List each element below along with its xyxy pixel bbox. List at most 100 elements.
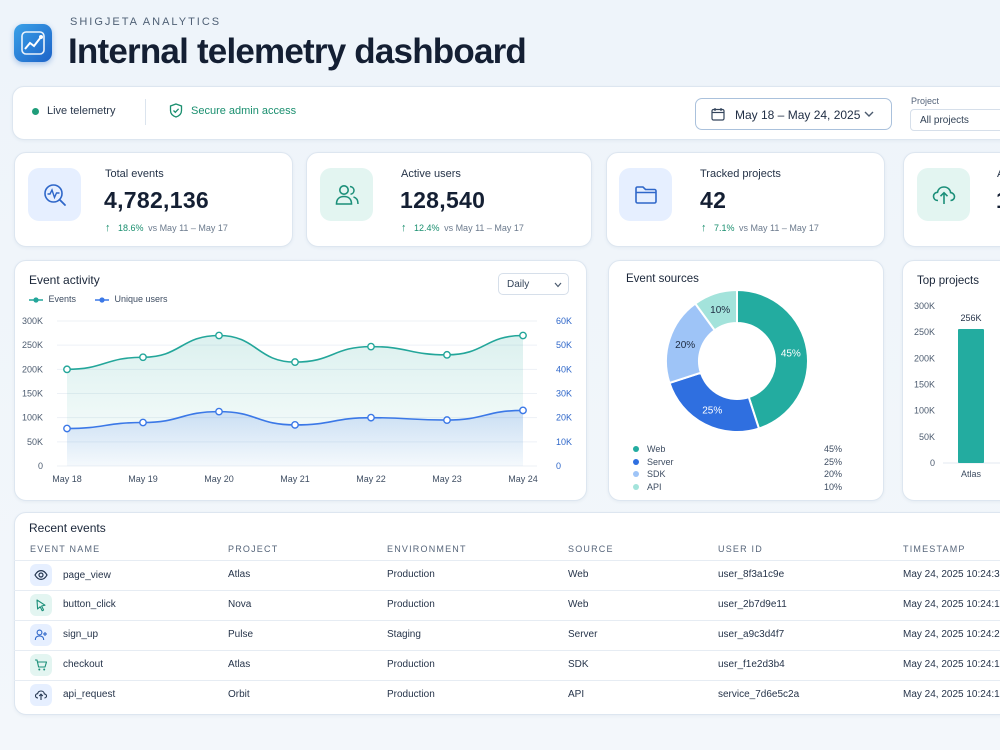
kpi-compare-text: vs May 11 – May 17 xyxy=(739,223,819,233)
x-tick-label: May 22 xyxy=(356,474,386,484)
activity-search-icon xyxy=(28,168,81,221)
events-point xyxy=(519,331,527,340)
timestamp-cell: May 24, 2025 10:24:2 xyxy=(903,629,1000,640)
kpi-compare-text: vs May 11 – May 17 xyxy=(444,223,524,233)
source-cell: Web xyxy=(568,599,589,610)
user-plus-icon xyxy=(30,624,52,646)
kpi-label: Tracked projects xyxy=(700,168,781,180)
legend-label: Server xyxy=(647,456,674,467)
kpi-label: A xyxy=(997,168,1000,180)
folder-icon xyxy=(619,168,672,221)
cursor-click-icon xyxy=(30,594,52,616)
live-status-dot xyxy=(32,108,39,115)
chevron-down-icon xyxy=(864,111,874,117)
event-name: button_click xyxy=(63,599,116,610)
header-divider xyxy=(14,560,1000,561)
donut-slice-server xyxy=(668,371,761,433)
legend-unique-users: Unique users xyxy=(95,294,168,304)
date-range-picker[interactable]: May 18 – May 24, 2025 xyxy=(695,98,892,130)
users-point xyxy=(519,406,527,415)
granularity-select[interactable]: Daily xyxy=(498,273,569,295)
cart-icon xyxy=(30,654,52,676)
cloud-upload-icon xyxy=(917,168,970,221)
events-point xyxy=(63,365,71,374)
legend-item-api: API 10% xyxy=(632,482,844,495)
environment-cell: Staging xyxy=(387,629,421,640)
kpi-delta: ↑ 18.6% vs May 11 – May 17 xyxy=(105,222,228,234)
y2-tick-label: 0 xyxy=(556,461,561,471)
granularity-value: Daily xyxy=(507,279,530,290)
top-projects-title: Top projects xyxy=(917,275,980,287)
kpi-delta: ↑ 12.4% vs May 11 – May 17 xyxy=(401,222,524,234)
event-name: api_request xyxy=(63,689,116,700)
table-row[interactable]: api_request Orbit Production API service… xyxy=(14,681,1000,710)
app-logo xyxy=(14,24,52,62)
shield-check-icon xyxy=(169,103,183,118)
column-header-user-id: USER ID xyxy=(718,544,763,554)
y2-tick-label: 20K xyxy=(556,413,572,423)
events-point xyxy=(367,342,375,351)
users-icon xyxy=(320,168,373,221)
eye-icon xyxy=(30,564,52,586)
brand-name: SHIGJETA ANALYTICS xyxy=(70,16,222,28)
table-row[interactable]: checkout Atlas Production SDK user_f1e2d… xyxy=(14,651,1000,680)
table-row[interactable]: sign_up Pulse Staging Server user_a9c3d4… xyxy=(14,621,1000,650)
y-tick-label: 300K xyxy=(22,316,43,326)
date-range-value: May 18 – May 24, 2025 xyxy=(735,108,861,122)
events-point xyxy=(291,358,299,366)
row-divider xyxy=(14,620,1000,621)
table-row[interactable]: button_click Nova Production Web user_2b… xyxy=(14,591,1000,620)
y-tick-label: 150K xyxy=(914,380,935,390)
project-cell: Pulse xyxy=(228,629,254,640)
x-tick-label: May 20 xyxy=(204,474,234,484)
event-name: sign_up xyxy=(63,629,99,640)
donut-slice-api xyxy=(693,288,738,332)
y-tick-label: 100K xyxy=(22,413,43,423)
legend-item-server: Server 25% xyxy=(632,457,844,470)
secure-access-label: Secure admin access xyxy=(191,105,297,117)
y-tick-label: 200K xyxy=(914,353,935,363)
event-sources-title: Event sources xyxy=(626,273,699,285)
row-divider xyxy=(14,650,1000,651)
table-row[interactable]: page_view Atlas Production Web user_8f3a… xyxy=(14,561,1000,590)
kpi-value: 128,540 xyxy=(400,187,486,213)
users-point xyxy=(139,418,147,427)
event-sources-donut: 45% 25% 20% 10% xyxy=(665,288,809,433)
users-point xyxy=(63,424,71,433)
environment-cell: Production xyxy=(387,599,435,610)
bar-category-label: Atlas xyxy=(961,469,982,479)
x-tick-label: May 19 xyxy=(128,474,158,484)
user-id-cell: user_2b7d9e11 xyxy=(718,599,787,610)
y2-tick-label: 60K xyxy=(556,316,572,326)
legend-percent: 20% xyxy=(823,469,842,479)
column-header-source: SOURCE xyxy=(568,544,614,554)
arrow-up-icon: ↑ xyxy=(105,222,111,234)
kpi-delta-value: 12.4% xyxy=(414,223,440,233)
legend-label: SDK xyxy=(647,469,666,479)
legend-users-label: Unique users xyxy=(114,294,168,304)
kpi-card-partial: A 1 xyxy=(903,152,1000,247)
y-tick-label: 100K xyxy=(914,406,935,416)
y-tick-label: 300K xyxy=(914,301,935,311)
project-cell: Atlas xyxy=(228,659,251,670)
kpi-value: 4,782,136 xyxy=(104,187,210,213)
project-select[interactable]: All projects xyxy=(910,109,1000,131)
donut-slice-label: 25% xyxy=(702,406,722,417)
legend-swatch xyxy=(633,471,639,477)
project-select-label: Project xyxy=(911,96,940,106)
y2-tick-label: 30K xyxy=(556,389,572,399)
row-divider xyxy=(14,680,1000,681)
row-divider xyxy=(14,590,1000,591)
event-name: page_view xyxy=(63,570,111,581)
project-cell: Nova xyxy=(228,599,252,610)
users-point xyxy=(215,407,223,416)
y-tick-label: 50K xyxy=(919,432,935,442)
environment-cell: Production xyxy=(387,689,435,700)
users-point xyxy=(291,421,299,429)
user-id-cell: user_f1e2d3b4 xyxy=(718,659,785,670)
events-point xyxy=(443,350,451,359)
timestamp-cell: May 24, 2025 10:24:1 xyxy=(903,689,1000,700)
donut-slice-label: 10% xyxy=(710,305,730,316)
events-legend-marker xyxy=(29,297,43,303)
users-point xyxy=(367,413,375,422)
